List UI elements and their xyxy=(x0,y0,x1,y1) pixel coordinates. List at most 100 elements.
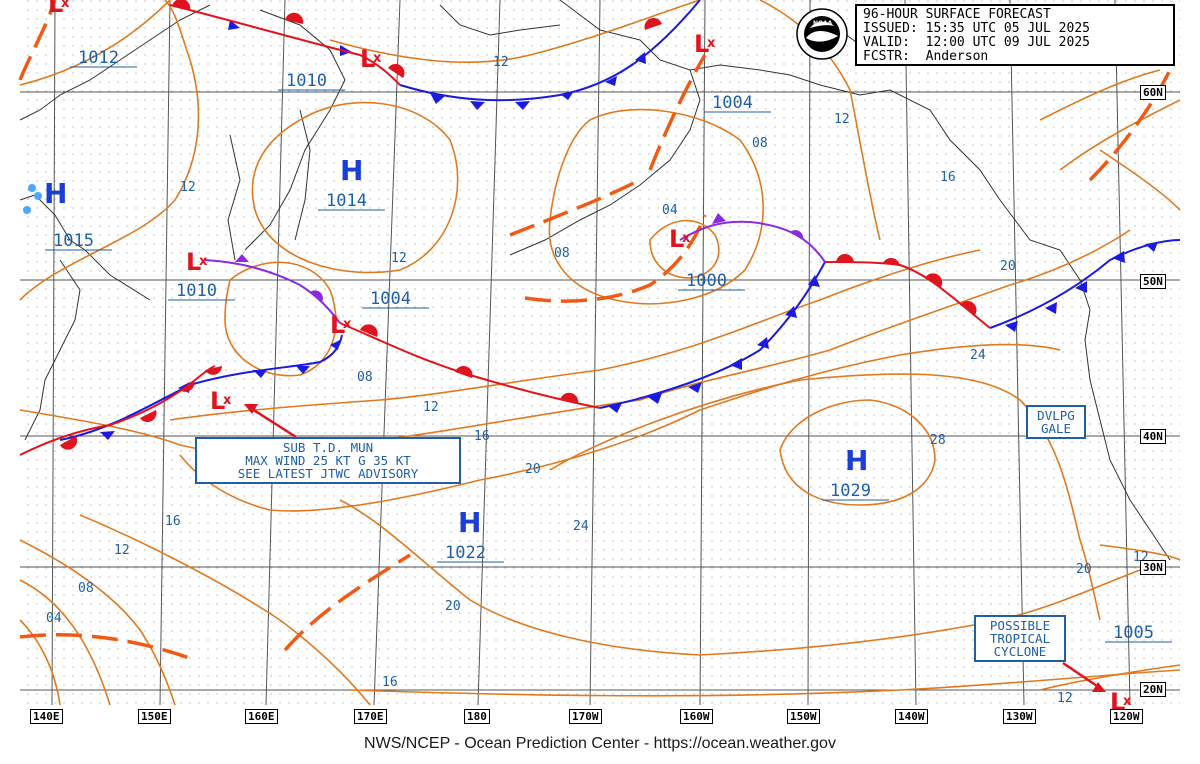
svg-text:x: x xyxy=(373,51,382,66)
isobar-label: 08 xyxy=(78,581,94,596)
high-centers: H H H H xyxy=(44,154,868,539)
pressure-label-1012: 1012 xyxy=(78,48,119,68)
lon-label-140w: 140W xyxy=(895,709,928,724)
note-line: TROPICAL xyxy=(989,631,1051,646)
low-pressure-1000: 1000 xyxy=(686,271,727,291)
isobar-label: 20 xyxy=(445,599,461,614)
possible-tropical-cyclone-note: POSSIBLE TROPICAL CYCLONE xyxy=(974,615,1066,662)
isobar-label: 08 xyxy=(752,136,768,151)
svg-text:L: L xyxy=(48,0,63,18)
isobar-label: 04 xyxy=(662,203,678,218)
lon-label-170e: 170E xyxy=(354,709,387,724)
note-arrows xyxy=(244,404,1106,692)
low-marker: Lx xyxy=(330,311,352,339)
isobar-label: 16 xyxy=(165,514,181,529)
lat-label-20n: 20N xyxy=(1140,682,1166,697)
high-marker: H xyxy=(340,154,363,187)
occluded-fronts xyxy=(204,220,826,324)
high-pressure-1022: 1022 xyxy=(445,543,486,563)
svg-text:x: x xyxy=(1123,694,1132,709)
lon-label-160e: 160E xyxy=(245,709,278,724)
forecast-valid: VALID: 12:00 UTC 09 JUL 2025 xyxy=(863,35,1090,50)
low-marker: Lx xyxy=(210,387,232,415)
isobar-label: 28 xyxy=(930,433,946,448)
lon-label-160w: 160W xyxy=(680,709,713,724)
svg-text:x: x xyxy=(707,36,716,51)
low-marker: Lx xyxy=(669,225,691,253)
note-line: MAX WIND 25 KT G 35 KT xyxy=(245,453,411,468)
isobar-label: 12 xyxy=(114,543,130,558)
forecast-forecaster: FCSTR: Anderson xyxy=(863,49,989,64)
pressure-label-1010: 1010 xyxy=(286,71,327,91)
isobar-label: 20 xyxy=(525,462,541,477)
noaa-logo-icon xyxy=(796,8,848,60)
isobar-label: 12 xyxy=(423,400,439,415)
svg-text:x: x xyxy=(223,393,232,408)
isobar-label: 08 xyxy=(357,370,373,385)
occluded-symbols xyxy=(235,213,804,302)
isobar-label: 20 xyxy=(1000,259,1016,274)
high-marker: H xyxy=(458,506,481,539)
warm-front-bumps xyxy=(60,0,977,450)
lat-label-30n: 30N xyxy=(1140,560,1166,575)
lon-label-170w: 170W xyxy=(569,709,602,724)
developing-gale-note: DVLPG GALE xyxy=(1026,405,1086,439)
low-marker: Lx xyxy=(360,45,382,73)
low-marker: Lx xyxy=(48,0,70,18)
forecast-issued: ISSUED: 15:35 UTC 05 JUL 2025 xyxy=(863,21,1090,36)
isobar-label: 12 xyxy=(180,180,196,195)
low-marker: Lx xyxy=(186,248,208,276)
isobar-label: 12 xyxy=(1057,691,1073,706)
note-line: DVLPG xyxy=(1037,408,1075,423)
svg-text:x: x xyxy=(682,231,691,246)
note-line: SUB T.D. MUN xyxy=(282,440,374,455)
svg-text:L: L xyxy=(330,311,345,339)
note-line: POSSIBLE xyxy=(989,618,1051,633)
isobar-label: 12 xyxy=(493,55,509,70)
sub-td-mun-note: SUB T.D. MUN MAX WIND 25 KT G 35 KT SEE … xyxy=(195,437,461,484)
high-pressure-1015: 1015 xyxy=(53,231,94,251)
svg-text:x: x xyxy=(343,317,352,332)
low-pressure-1004-west: 1004 xyxy=(370,289,411,309)
lon-label-140e: 140E xyxy=(30,709,63,724)
lon-label-130w: 130W xyxy=(1003,709,1036,724)
isobar-label: 04 xyxy=(46,611,62,626)
lat-label-60n: 60N xyxy=(1140,85,1166,100)
high-pressure-1014: 1014 xyxy=(326,191,367,211)
note-line: GALE xyxy=(1040,421,1072,436)
low-pressure-1005: 1005 xyxy=(1113,623,1154,643)
isobar-value-labels: 12 12 12 12 08 04 08 12 08 16 20 24 12 1… xyxy=(46,55,1149,706)
svg-text:L: L xyxy=(186,248,201,276)
low-pressure-1010: 1010 xyxy=(176,281,217,301)
island-dot xyxy=(34,192,42,200)
lon-label-120w: 120W xyxy=(1110,709,1143,724)
troughs xyxy=(18,0,1172,662)
high-pressure-1029: 1029 xyxy=(830,481,871,501)
lat-label-50n: 50N xyxy=(1140,274,1166,289)
forecast-info-box: 96-HOUR SURFACE FORECAST ISSUED: 15:35 U… xyxy=(855,4,1175,66)
isobar-label: 24 xyxy=(970,348,986,363)
lon-label-150w: 150W xyxy=(787,709,820,724)
high-pressure-values: 1015 1014 1022 1029 xyxy=(45,191,889,563)
forecast-title: 96-HOUR SURFACE FORECAST xyxy=(863,7,1051,22)
isobar-label: 08 xyxy=(554,246,570,261)
isobar-label: 16 xyxy=(940,170,956,185)
isobar-label: 20 xyxy=(1076,562,1092,577)
island-dot xyxy=(28,184,36,192)
low-pressure-1004-bering: 1004 xyxy=(712,93,753,113)
graticule xyxy=(20,0,1180,706)
noaa-logo-text: NOAA xyxy=(813,20,833,27)
low-pressure-values: 1010 1004 1000 1004 1005 1012 1010 xyxy=(70,48,1172,643)
cold-front-barbs xyxy=(100,20,1158,440)
svg-text:x: x xyxy=(61,0,70,11)
high-marker: H xyxy=(44,177,67,210)
note-line: SEE LATEST JTWC ADVISORY xyxy=(237,466,419,481)
lat-label-40n: 40N xyxy=(1140,429,1166,444)
svg-text:L: L xyxy=(210,387,225,415)
cold-fronts xyxy=(59,0,1181,441)
svg-text:L: L xyxy=(694,30,709,58)
lon-label-150e: 150E xyxy=(138,709,171,724)
svg-text:L: L xyxy=(669,225,684,253)
island-dot xyxy=(23,206,31,214)
